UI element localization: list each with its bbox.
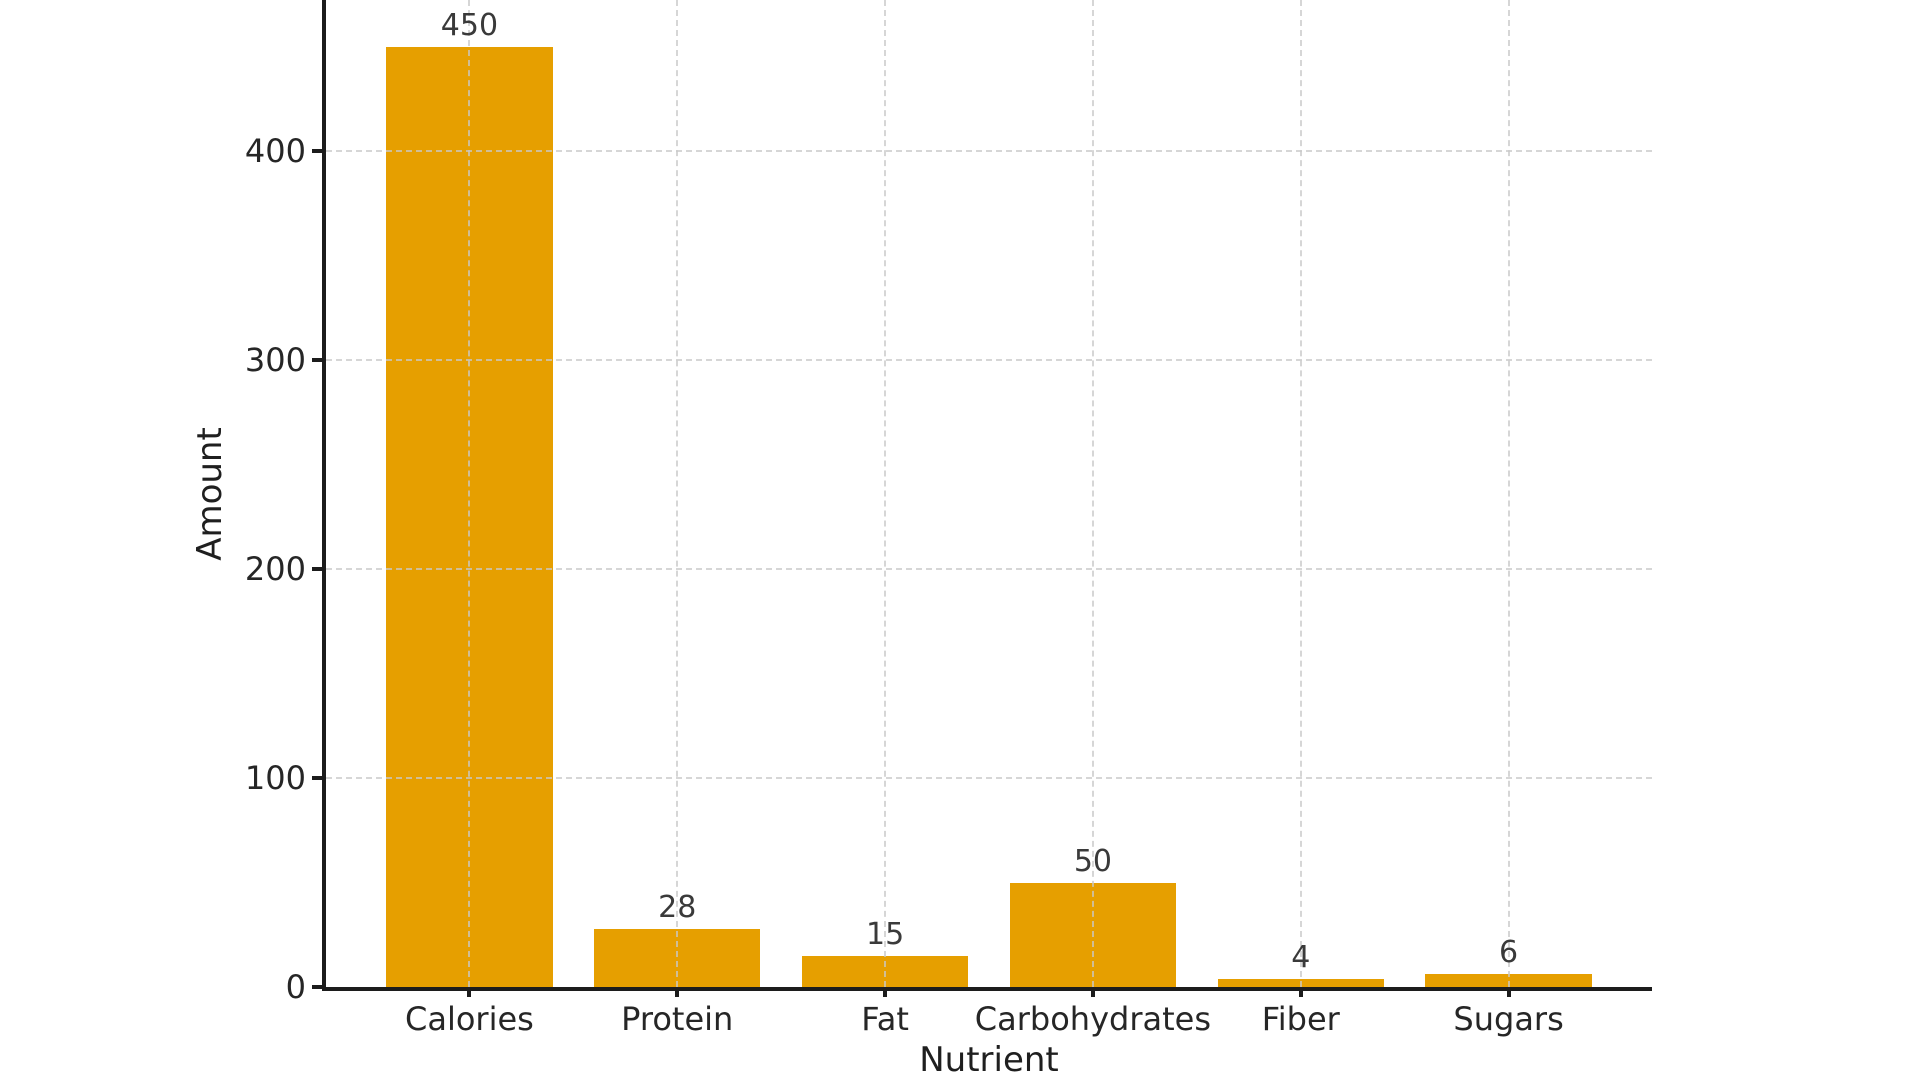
y-axis-title: Amount: [190, 427, 230, 561]
v-gridline-fiber: [1299, 0, 1302, 987]
bar-value-label-sugars: 6: [1499, 935, 1519, 971]
v-gridline-protein: [676, 0, 679, 987]
y-tick-400: [312, 149, 322, 154]
x-tick-label-calories: Calories: [404, 1000, 534, 1038]
h-gridline-200: [326, 568, 1652, 571]
y-tick-label-100: 100: [244, 759, 306, 798]
y-tick-0: [312, 985, 322, 989]
x-tick-sugars: [1506, 987, 1511, 997]
y-tick-label-300: 300: [244, 341, 306, 380]
x-tick-label-sugars: Sugars: [1453, 1000, 1564, 1038]
x-tick-fat: [883, 987, 888, 997]
x-tick-fiber: [1298, 987, 1303, 997]
plot-area: 450 28 15 50 4 6: [322, 0, 1652, 991]
x-tick-calories: [467, 987, 472, 997]
y-tick-label-400: 400: [244, 132, 306, 171]
h-gridline-100: [326, 777, 1652, 780]
v-gridline-sugars: [1507, 0, 1510, 987]
h-gridline-400: [326, 150, 1652, 153]
x-tick-label-fiber: Fiber: [1261, 1000, 1340, 1038]
h-gridline-300: [326, 359, 1652, 362]
bar-value-label-protein: 28: [658, 889, 697, 925]
x-tick-carbohydrates: [1090, 987, 1095, 997]
v-gridline-carbohydrates: [1091, 0, 1094, 987]
x-tick-label-protein: Protein: [621, 1000, 734, 1038]
y-tick-300: [312, 358, 322, 363]
y-tick-label-200: 200: [244, 550, 306, 589]
bar-value-label-fat: 15: [865, 916, 905, 952]
v-gridline-fat: [884, 0, 887, 987]
x-axis-title: Nutrient: [919, 1040, 1059, 1080]
y-tick-label-0: 0: [285, 968, 306, 1006]
bar-value-label-fiber: 4: [1291, 939, 1311, 975]
x-tick-protein: [675, 987, 680, 997]
x-tick-label-fat: Fat: [861, 1000, 909, 1038]
x-tick-label-carbohydrates: Carbohydrates: [974, 1000, 1212, 1038]
y-tick-100: [312, 776, 322, 781]
bar-value-label-carbohydrates: 50: [1073, 843, 1112, 879]
bar-value-label-calories: 450: [440, 8, 499, 43]
y-tick-200: [312, 567, 322, 572]
v-gridline-calories: [468, 0, 471, 987]
